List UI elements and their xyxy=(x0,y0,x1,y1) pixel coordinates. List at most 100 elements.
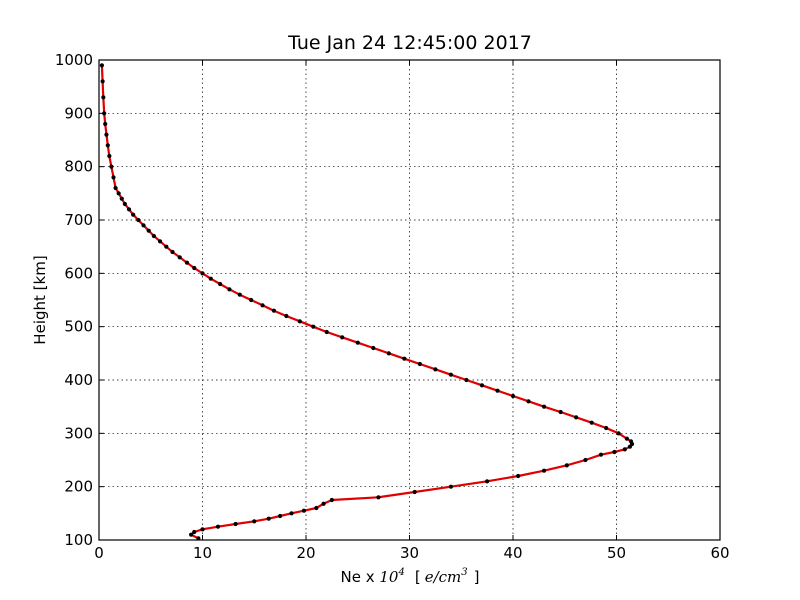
data-point xyxy=(184,260,190,265)
y-tick-label: 800 xyxy=(64,158,93,176)
y-tick-label: 500 xyxy=(64,318,93,336)
data-point xyxy=(104,132,109,137)
data-point xyxy=(177,255,182,260)
data-point xyxy=(136,217,141,223)
data-point xyxy=(371,345,376,351)
y-tick-label: 900 xyxy=(64,104,93,122)
data-point xyxy=(376,495,381,500)
series-layer xyxy=(99,63,635,541)
data-point xyxy=(448,372,453,377)
data-point xyxy=(200,271,205,276)
data-point xyxy=(122,201,127,207)
y-tick-label: 400 xyxy=(64,371,93,389)
data-point xyxy=(249,297,254,303)
data-point xyxy=(417,361,422,367)
y-tick-label: 200 xyxy=(64,478,93,496)
data-point xyxy=(311,324,316,329)
x-tick-label: 0 xyxy=(94,544,104,562)
x-tick-label: 60 xyxy=(710,544,729,562)
y-tick-label: 300 xyxy=(64,424,93,442)
data-point xyxy=(116,191,121,196)
x-tick-label: 40 xyxy=(503,544,522,562)
x-axis-label-unit-open: [ xyxy=(415,568,421,586)
data-point xyxy=(386,351,391,356)
data-point xyxy=(448,484,453,489)
y-tick-label: 700 xyxy=(64,211,93,229)
data-point xyxy=(278,513,283,519)
x-tick-label: 10 xyxy=(193,544,212,562)
data-point xyxy=(589,420,594,425)
data-point xyxy=(157,239,163,244)
data-point xyxy=(598,452,604,457)
data-point xyxy=(516,473,521,479)
data-point xyxy=(215,524,221,529)
data-point xyxy=(151,233,156,239)
data-point xyxy=(314,505,319,511)
data-point xyxy=(141,223,146,228)
data-point xyxy=(301,508,307,513)
data-point xyxy=(485,479,490,484)
data-point xyxy=(541,468,547,473)
data-point xyxy=(433,367,438,372)
data-point xyxy=(99,63,104,68)
x-axis-label-unit-e: e/cm xyxy=(425,568,462,586)
data-point xyxy=(192,529,197,535)
data-point xyxy=(266,516,271,521)
data-point xyxy=(616,431,621,436)
data-point xyxy=(464,377,469,383)
data-point xyxy=(146,228,151,233)
data-point xyxy=(628,439,634,444)
grid xyxy=(99,60,720,540)
data-point xyxy=(260,303,265,308)
data-point xyxy=(100,79,105,84)
x-tick-label: 50 xyxy=(607,544,626,562)
data-point xyxy=(612,449,617,455)
data-point xyxy=(583,457,588,463)
data-point xyxy=(495,388,500,393)
data-point xyxy=(101,95,106,100)
x-axis-label-power-base: 10 xyxy=(379,568,399,586)
data-point xyxy=(564,463,569,468)
data-point xyxy=(479,383,485,388)
data-point xyxy=(208,276,213,281)
data-point xyxy=(402,356,407,361)
x-axis-label-power-exp: 4 xyxy=(397,567,404,578)
data-point xyxy=(355,340,360,345)
data-point xyxy=(119,196,124,201)
data-point xyxy=(192,265,197,271)
data-point xyxy=(164,244,169,249)
data-point xyxy=(105,143,110,148)
data-point xyxy=(131,212,136,217)
data-point xyxy=(107,153,112,159)
data-point xyxy=(227,287,232,292)
data-point xyxy=(284,313,289,319)
y-tick-label: 1000 xyxy=(55,51,93,69)
x-axis-label: Ne x 104 [e/cm3] xyxy=(341,567,480,586)
data-point xyxy=(109,164,114,169)
data-point xyxy=(510,393,516,399)
x-tick-label: 30 xyxy=(400,544,419,562)
data-point xyxy=(340,335,345,340)
data-point xyxy=(324,329,329,335)
data-point xyxy=(200,527,205,532)
data-point xyxy=(189,532,194,537)
data-point xyxy=(622,447,627,452)
data-point xyxy=(412,489,417,495)
y-axis-label: Height [km] xyxy=(31,255,49,344)
data-point xyxy=(558,409,563,415)
data-point xyxy=(113,185,118,191)
data-point xyxy=(321,501,326,506)
data-point xyxy=(526,399,531,404)
ticks: 0 10 20 30 40 50 60 100 200 300 400 500 600 700 800 900… xyxy=(55,51,730,562)
data-point xyxy=(624,436,629,441)
data-point xyxy=(233,521,238,527)
data-point xyxy=(111,175,116,180)
data-point xyxy=(126,207,132,212)
data-point xyxy=(297,319,302,324)
data-point xyxy=(289,511,294,516)
data-point xyxy=(170,249,175,255)
data-point xyxy=(574,415,579,420)
data-point xyxy=(541,404,547,409)
